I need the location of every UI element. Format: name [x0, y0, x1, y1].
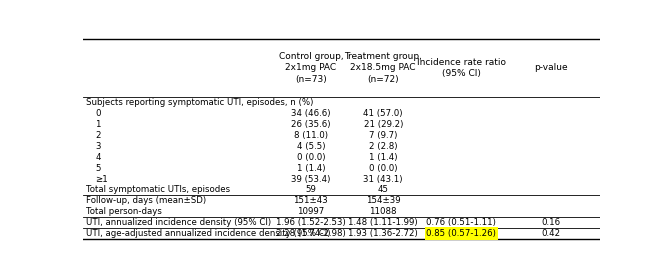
Text: UTI, age-adjusted annualized incidence density (95% CI): UTI, age-adjusted annualized incidence d… [86, 229, 330, 238]
Text: 59: 59 [305, 185, 316, 195]
Text: 1.48 (1.11-1.99): 1.48 (1.11-1.99) [348, 218, 418, 227]
Text: Control group,
2x1mg PAC
(n=73): Control group, 2x1mg PAC (n=73) [279, 52, 343, 83]
Text: 0.85 (0.57-1.26): 0.85 (0.57-1.26) [426, 229, 496, 238]
Text: Total person-days: Total person-days [86, 207, 162, 216]
Text: 1.93 (1.36-2.72): 1.93 (1.36-2.72) [348, 229, 418, 238]
Text: 21 (29.2): 21 (29.2) [364, 120, 403, 129]
Text: Subjects reporting symptomatic UTI, episodes, n (%): Subjects reporting symptomatic UTI, epis… [86, 98, 313, 107]
Text: 0.16: 0.16 [542, 218, 561, 227]
Text: 2 (2.8): 2 (2.8) [369, 142, 398, 151]
Text: 11088: 11088 [370, 207, 397, 216]
Text: Total symptomatic UTIs, episodes: Total symptomatic UTIs, episodes [86, 185, 230, 195]
Text: 0 (0.0): 0 (0.0) [297, 153, 325, 162]
Text: 8 (11.0): 8 (11.0) [294, 131, 327, 140]
Text: 31 (43.1): 31 (43.1) [364, 175, 403, 183]
Text: Follow-up, days (mean±SD): Follow-up, days (mean±SD) [86, 196, 206, 205]
Text: 2: 2 [95, 131, 101, 140]
Text: 3: 3 [95, 142, 101, 151]
Text: Treatment group,
2x18.5mg PAC
(n=72): Treatment group, 2x18.5mg PAC (n=72) [344, 52, 422, 83]
Text: 151±43: 151±43 [293, 196, 328, 205]
Text: 1.96 (1.52-2.53): 1.96 (1.52-2.53) [276, 218, 346, 227]
Text: p-value: p-value [534, 63, 568, 73]
Text: 4 (5.5): 4 (5.5) [297, 142, 325, 151]
Text: Incidence rate ratio
(95% CI): Incidence rate ratio (95% CI) [417, 58, 506, 78]
Text: 41 (57.0): 41 (57.0) [364, 109, 403, 118]
Text: 0 (0.0): 0 (0.0) [369, 164, 398, 173]
Text: ≥1: ≥1 [95, 175, 108, 183]
Text: 34 (46.6): 34 (46.6) [291, 109, 331, 118]
Text: 1 (1.4): 1 (1.4) [297, 164, 325, 173]
Text: 5: 5 [95, 164, 101, 173]
Text: 26 (35.6): 26 (35.6) [291, 120, 331, 129]
Text: 4: 4 [95, 153, 101, 162]
Text: 10997: 10997 [297, 207, 324, 216]
Text: 0.42: 0.42 [542, 229, 561, 238]
Text: 2.28 (1.74-2.98): 2.28 (1.74-2.98) [276, 229, 346, 238]
Text: 45: 45 [378, 185, 389, 195]
Text: UTI, annualized incidence density (95% CI): UTI, annualized incidence density (95% C… [86, 218, 271, 227]
Text: 0.76 (0.51-1.11): 0.76 (0.51-1.11) [426, 218, 496, 227]
Text: 1 (1.4): 1 (1.4) [369, 153, 398, 162]
Text: 1: 1 [95, 120, 101, 129]
Text: 39 (53.4): 39 (53.4) [291, 175, 331, 183]
Text: 0: 0 [95, 109, 101, 118]
Text: 154±39: 154±39 [366, 196, 400, 205]
Text: 7 (9.7): 7 (9.7) [369, 131, 398, 140]
